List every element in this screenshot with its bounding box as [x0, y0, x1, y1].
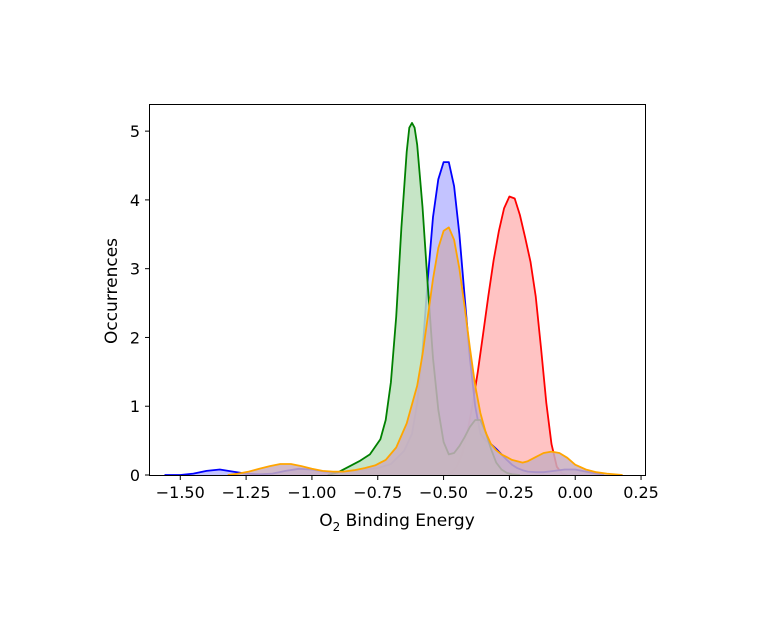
- x-tick-label: −0.50: [419, 483, 468, 502]
- plot-frame: [149, 104, 646, 476]
- x-tick-label: −0.75: [353, 483, 402, 502]
- y-tick-label: 4: [130, 191, 140, 210]
- x-tick-label: −0.25: [485, 483, 534, 502]
- x-tick-label: −1.50: [156, 483, 205, 502]
- x-axis-label-subscript: 2: [333, 520, 341, 534]
- x-tick-label: −1.25: [222, 483, 271, 502]
- series-2-area: [327, 122, 520, 476]
- x-tick-label: −1.00: [287, 483, 336, 502]
- series-3-area: [227, 227, 623, 475]
- y-tick-label: 2: [130, 328, 140, 347]
- y-tick-label: 3: [130, 260, 140, 279]
- x-axis-label: O2 Binding Energy: [319, 511, 475, 534]
- x-axis: −1.50 −1.25 −1.00 −0.75 −0.50 −0.25 0.00 0.25: [156, 475, 659, 502]
- x-tick-label: 0.00: [557, 483, 593, 502]
- y-tick-label: 5: [130, 122, 140, 141]
- y-tick-label: 0: [130, 466, 140, 485]
- y-axis: 0 1 2 3 4 5: [130, 122, 150, 485]
- x-tick-label: 0.25: [623, 483, 659, 502]
- series-layer: [164, 122, 623, 476]
- series-3-line: [227, 226, 623, 476]
- y-tick-label: 1: [130, 397, 140, 416]
- y-axis-label: Occurrences: [102, 238, 122, 344]
